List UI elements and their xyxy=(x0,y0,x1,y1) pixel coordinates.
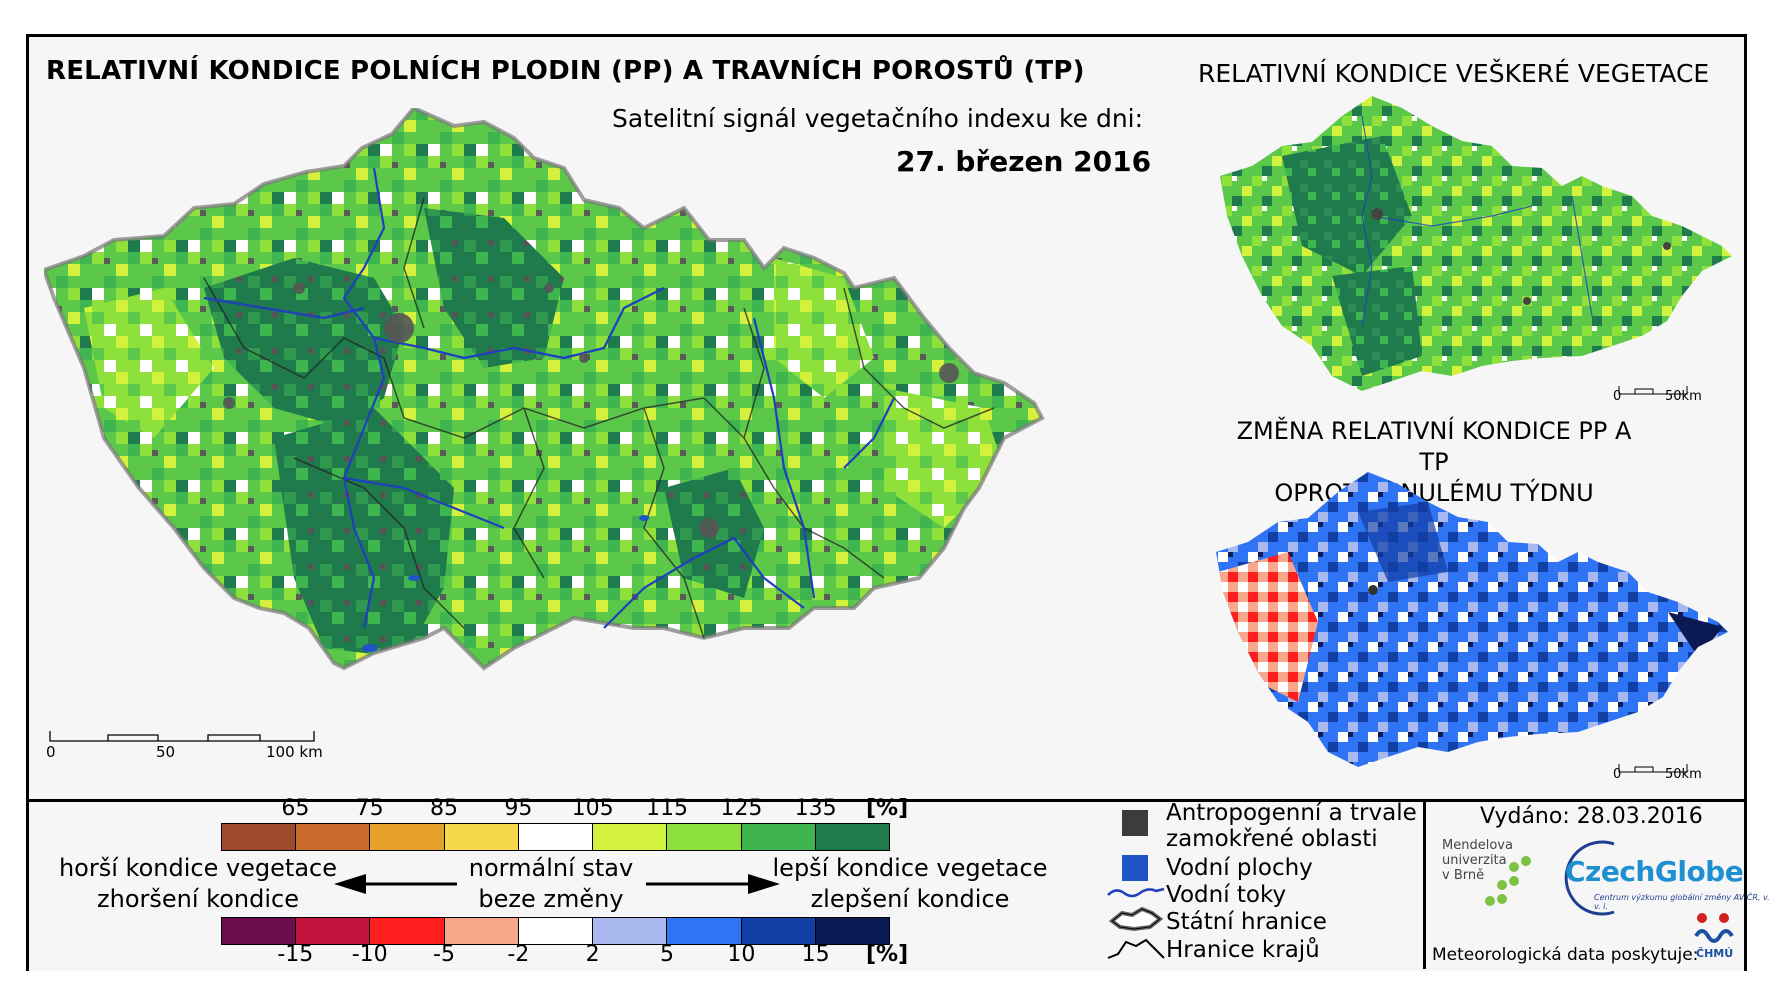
mendel-line1: Mendelova xyxy=(1442,838,1513,853)
inset-change-map xyxy=(1216,472,1728,767)
worse-label-line2: zhoršení kondice xyxy=(97,885,299,913)
main-scale-bar xyxy=(49,731,315,742)
mendel-line3: v Brně xyxy=(1442,868,1485,883)
anthropogenic-label-line2: zamokřené oblasti xyxy=(1166,826,1378,852)
condition-color-bar xyxy=(221,823,890,851)
observation-date: 27. březen 2016 xyxy=(896,145,1152,178)
legend_condition-tick-7: 135 xyxy=(794,796,837,821)
legend_change-swatch-1 xyxy=(296,918,371,944)
change-color-bar xyxy=(221,917,890,945)
anthropogenic-label-line1: Antropogenní a trvale xyxy=(1166,800,1417,826)
legend_change-tick-1: -10 xyxy=(351,942,388,967)
legend_change-swatch-7 xyxy=(741,918,816,944)
water-courses-label: Vodní toky xyxy=(1166,882,1287,908)
legend_change-tick-3: -2 xyxy=(507,942,530,967)
inset-change-scale-50: 50km xyxy=(1665,767,1702,782)
better-label-line1: lepší kondice vegetace xyxy=(772,854,1048,882)
chmu-logo-icon xyxy=(1694,913,1734,943)
legend_change-swatch-0 xyxy=(222,918,297,944)
normal-label-line2: beze změny xyxy=(478,885,624,913)
legend_condition-tick-5: 115 xyxy=(646,796,688,821)
czechglobe-subtitle: Centrum výzkumu globální změny AV ČR, v.… xyxy=(1594,893,1770,911)
legend_change-swatch-3 xyxy=(444,918,519,944)
inset-vegetation-map xyxy=(1220,96,1732,391)
legend_condition-tick-4: 105 xyxy=(571,796,614,821)
normal-label-line1: normální stav xyxy=(468,854,634,882)
normal-label: normální stav beze změny xyxy=(446,853,656,915)
legend_change-tick-0: -15 xyxy=(277,942,314,967)
legend_condition-swatch-5 xyxy=(593,824,668,850)
legend_condition-tick-6: 125 xyxy=(720,796,763,821)
legend_change-tick-4: 2 xyxy=(585,942,600,967)
legend_change-tick-6: 10 xyxy=(727,942,756,967)
arrow-left-icon xyxy=(334,874,457,894)
chmu-label: ČHMÚ xyxy=(1696,947,1734,960)
legend_condition-swatch-3 xyxy=(444,824,519,850)
legend_condition-swatch-6 xyxy=(667,824,742,850)
main-scale-50: 50 xyxy=(156,743,176,761)
main-scale-100: 100 km xyxy=(266,743,323,761)
water-body-swatch-icon xyxy=(1122,855,1148,881)
condition-unit: [%] xyxy=(866,796,909,821)
legend_change-swatch-2 xyxy=(370,918,445,944)
state-border-icon xyxy=(1108,906,1164,932)
worse-label: horší kondice vegetace zhoršení kondice xyxy=(58,853,338,915)
inset-change-scale-bar xyxy=(1618,764,1688,773)
main-title: RELATIVNÍ KONDICE POLNÍCH PLODIN (PP) A … xyxy=(46,56,1085,86)
mendel-university-logo: Mendelova univerzita v Brně xyxy=(1442,838,1513,883)
state-border-label: Státní hranice xyxy=(1166,909,1327,935)
legend_condition-swatch-2 xyxy=(370,824,445,850)
subtitle: Satelitní signál vegetačního indexu ke d… xyxy=(612,104,1144,133)
legend_condition-swatch-0 xyxy=(222,824,297,850)
water-bodies-label: Vodní plochy xyxy=(1166,855,1313,881)
mendel-line2: univerzita xyxy=(1442,853,1507,868)
legend_condition-swatch-8 xyxy=(815,824,889,850)
legend_condition-tick-2: 85 xyxy=(430,796,458,821)
river-line-icon xyxy=(1107,887,1165,898)
inset-vegetation-title: RELATIVNÍ KONDICE VEŠKERÉ VEGETACE xyxy=(1198,59,1710,88)
anthropogenic-label: Antropogenní a trvale zamokřené oblasti xyxy=(1166,800,1417,852)
main-scale-0: 0 xyxy=(46,743,56,761)
legend_change-swatch-6 xyxy=(667,918,742,944)
legend_condition-swatch-4 xyxy=(518,824,594,850)
legend_change-swatch-8 xyxy=(815,918,889,944)
worse-label-line1: horší kondice vegetace xyxy=(58,854,338,882)
better-label: lepší kondice vegetace zlepšení kondice xyxy=(770,853,1050,915)
legend_change-swatch-5 xyxy=(593,918,668,944)
legend_change-tick-5: 5 xyxy=(660,942,674,967)
inset-change-title: ZMĚNA RELATIVNÍ KONDICE PP A TP OPROTI M… xyxy=(1234,416,1634,509)
main-condition-map xyxy=(44,108,1045,671)
legend_change-tick-2: -5 xyxy=(433,942,455,967)
legend_condition-tick-0: 65 xyxy=(281,796,310,821)
czechglobe-logo: CzechGlobe xyxy=(1565,855,1744,888)
region-border-icon xyxy=(1107,938,1165,959)
better-label-line2: zlepšení kondice xyxy=(810,885,1010,913)
legend_condition-tick-1: 75 xyxy=(355,796,384,821)
legend-divider-left xyxy=(1423,799,1426,969)
issued-date: Vydáno: 28.03.2016 xyxy=(1480,804,1703,829)
inset-vegetation-scale-0: 0 xyxy=(1613,389,1622,404)
legend_condition-tick-3: 95 xyxy=(504,796,533,821)
inset-vegetation-scale-50: 50km xyxy=(1665,389,1702,404)
inset-change-title-line1: ZMĚNA RELATIVNÍ KONDICE PP A TP xyxy=(1236,417,1632,476)
mendel-dots-icon xyxy=(1485,856,1531,906)
region-border-label: Hranice krajů xyxy=(1166,937,1320,963)
change-unit: [%] xyxy=(866,942,909,967)
inset-vegetation-scale-bar xyxy=(1618,386,1688,395)
anthropogenic-swatch-icon xyxy=(1122,810,1148,836)
legend_change-swatch-4 xyxy=(518,918,594,944)
inset-change-scale-0: 0 xyxy=(1613,767,1622,782)
legend_condition-swatch-7 xyxy=(741,824,816,850)
arrow-right-icon xyxy=(646,874,780,894)
czechglobe-arc-icon xyxy=(1564,840,1615,916)
meteo-credit: Meteorologická data poskytuje: xyxy=(1432,945,1699,965)
legend_change-tick-7: 15 xyxy=(801,942,830,967)
legend_condition-swatch-1 xyxy=(296,824,371,850)
